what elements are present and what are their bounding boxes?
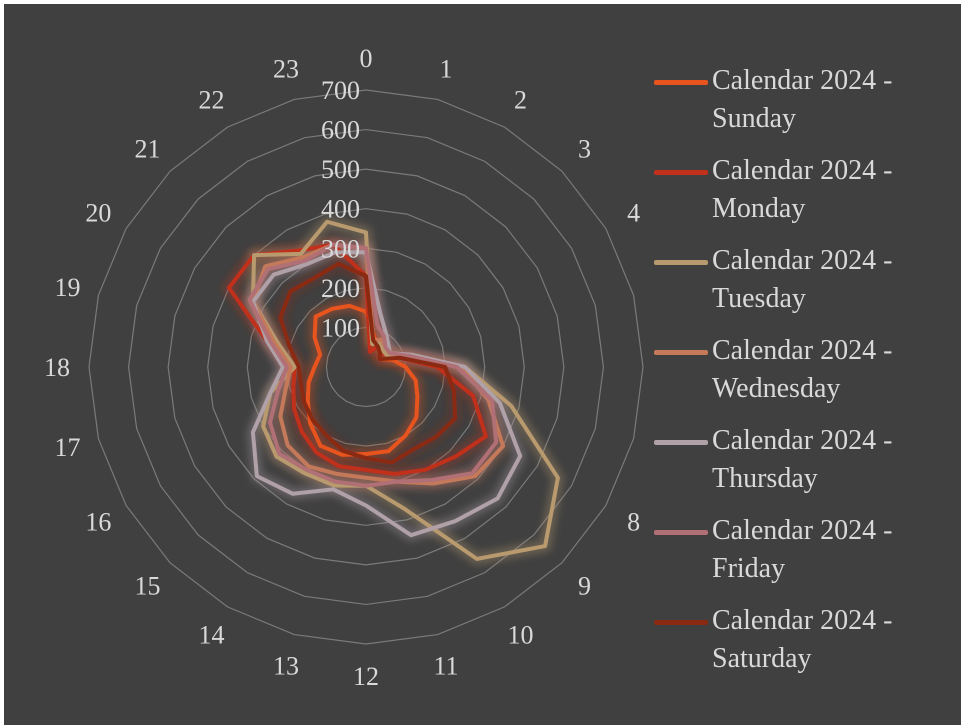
category-label: 3 (578, 135, 591, 164)
radial-tick-label: 200 (321, 274, 360, 303)
legend-label: Calendar 2024 - Monday (712, 155, 893, 224)
category-label: 9 (578, 571, 591, 600)
grid-ring (127, 128, 605, 606)
category-label: 22 (199, 85, 225, 114)
category-label: 11 (433, 651, 458, 680)
legend-swatch (654, 530, 708, 535)
radar-chart: 1002003004005006007000123456789101112131… (44, 44, 644, 691)
legend-swatch (654, 620, 708, 625)
legend-item-monday[interactable]: Calendar 2024 - Monday (650, 152, 960, 242)
legend-item-friday[interactable]: Calendar 2024 - Friday (650, 512, 960, 602)
series-line-5 (247, 242, 499, 488)
radial-tick-label: 500 (321, 155, 360, 184)
grid-ring (325, 326, 407, 408)
grid-ring (167, 168, 565, 566)
legend-label: Calendar 2024 - Sunday (712, 65, 893, 134)
legend-item-saturday[interactable]: Calendar 2024 - Saturday (650, 602, 960, 692)
legend-label: Calendar 2024 - Saturday (712, 605, 893, 674)
radial-tick-label: 100 (321, 313, 360, 342)
series-line-6 (278, 261, 458, 465)
legend-item-sunday[interactable]: Calendar 2024 - Sunday (650, 62, 960, 152)
category-label: 19 (55, 273, 81, 302)
category-label: 14 (199, 621, 225, 650)
legend-item-tuesday[interactable]: Calendar 2024 - Tuesday (650, 242, 960, 332)
category-label: 2 (514, 85, 527, 114)
legend-swatch (654, 170, 708, 175)
category-label: 12 (353, 662, 379, 691)
category-label: 17 (55, 433, 81, 462)
category-label: 15 (135, 571, 161, 600)
category-label: 0 (360, 44, 373, 73)
category-label: 23 (273, 55, 299, 84)
legend-label: Calendar 2024 - Thursday (712, 425, 893, 494)
legend-label: Calendar 2024 - Friday (712, 515, 893, 584)
grid-ring (88, 89, 644, 645)
legend-swatch (654, 260, 708, 265)
category-label: 1 (439, 55, 452, 84)
radial-tick-label: 700 (321, 76, 360, 105)
legend-item-wednesday[interactable]: Calendar 2024 - Wednesday (650, 332, 960, 422)
chart-area: 1002003004005006007000123456789101112131… (4, 4, 961, 725)
category-label: 10 (508, 621, 534, 650)
category-label: 4 (627, 199, 640, 228)
grid-ring (286, 287, 446, 447)
radial-tick-label: 600 (321, 116, 360, 145)
radial-tick-label: 400 (321, 195, 360, 224)
radial-tick-label: 300 (321, 234, 360, 263)
legend-swatch (654, 440, 708, 445)
legend-item-thursday[interactable]: Calendar 2024 - Thursday (650, 422, 960, 512)
category-label: 16 (85, 508, 111, 537)
category-label: 20 (85, 199, 111, 228)
legend-label: Calendar 2024 - Tuesday (712, 245, 893, 314)
category-label: 8 (627, 508, 640, 537)
legend-label: Calendar 2024 - Wednesday (712, 335, 893, 404)
category-label: 21 (135, 135, 161, 164)
category-label: 18 (44, 353, 70, 382)
category-label: 13 (273, 651, 299, 680)
legend-swatch (654, 350, 708, 355)
legend-swatch (654, 80, 708, 85)
legend: Calendar 2024 - Sunday Calendar 2024 - M… (650, 62, 960, 692)
